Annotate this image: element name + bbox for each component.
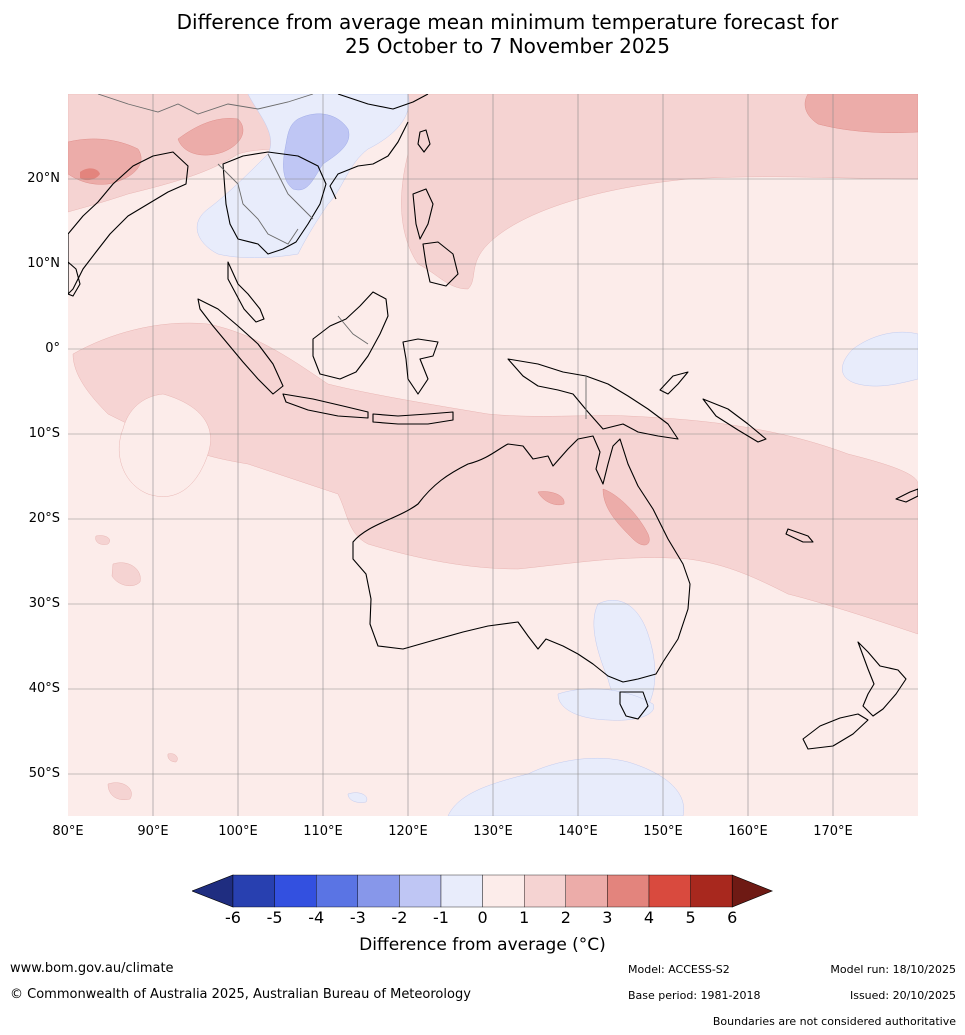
title-line-1: Difference from average mean minimum tem… — [176, 10, 839, 34]
colorbar-arrow-low — [192, 874, 234, 908]
graticule — [68, 94, 918, 816]
title-line-2: 25 October to 7 November 2025 — [344, 34, 671, 58]
india-coastline — [68, 151, 189, 295]
base-period: Base period: 1981-2018 — [628, 989, 761, 1002]
colorbar-segment — [524, 874, 567, 908]
lon-label-150e: 150°E — [643, 824, 683, 839]
sumatra-coastline — [197, 298, 284, 395]
lat-label-10s: 10°S — [28, 426, 60, 441]
lon-label-120e: 120°E — [388, 824, 428, 839]
colorbar-segment — [482, 874, 525, 908]
borneo-coastline — [312, 291, 389, 380]
lat-label-40s: 40°S — [28, 681, 60, 696]
colorbar-segment — [607, 874, 650, 908]
country-borders — [97, 94, 587, 419]
colorbar-tick-label: -3 — [349, 908, 366, 927]
lat-label-10n: 10°N — [27, 256, 60, 271]
colorbar-tick-label: 1 — [519, 908, 530, 927]
colorbar — [192, 874, 774, 908]
issued-date: Issued: 20/10/2025 — [849, 989, 956, 1002]
colorbar-tick-label: 2 — [560, 908, 571, 927]
colorbar-label: Difference from average (°C) — [359, 935, 606, 955]
colorbar-tick-label: 6 — [727, 908, 738, 927]
colorbar-tick-label: -2 — [391, 908, 408, 927]
lat-label-20n: 20°N — [27, 171, 60, 186]
chart-title: Difference from average mean minimum tem… — [0, 10, 965, 58]
colorbar-tick-label: 0 — [477, 908, 488, 927]
lat-label-50s: 50°S — [28, 766, 60, 781]
lat-label-30s: 30°S — [28, 596, 60, 611]
forecast-map — [68, 94, 918, 816]
colorbar-tick-label: 3 — [602, 908, 613, 927]
copyright-notice: © Commonwealth of Australia 2025, Austra… — [10, 987, 471, 1002]
colorbar-tick-label: -4 — [308, 908, 325, 927]
lon-label-140e: 140°E — [558, 824, 598, 839]
new-zealand-coastline — [857, 641, 907, 717]
lat-label-20s: 20°S — [28, 511, 60, 526]
lon-label-110e: 110°E — [303, 824, 343, 839]
anomaly-region-neg2-neg1 — [283, 113, 350, 191]
website-link[interactable]: www.bom.gov.au/climate — [10, 961, 174, 976]
lat-label-0: 0° — [45, 341, 60, 356]
boundaries-disclaimer: Boundaries are not considered authoritat… — [712, 1015, 956, 1028]
colorbar-tick-label: 4 — [643, 908, 655, 927]
colorbar-tick-label: -1 — [433, 908, 449, 927]
colorbar-segment — [315, 874, 358, 908]
tasmania-coastline — [619, 691, 649, 720]
colorbar-segment — [274, 874, 317, 908]
lon-label-100e: 100°E — [218, 824, 258, 839]
colorbar-tick-label: 5 — [685, 908, 696, 927]
lon-label-160e: 160°E — [728, 824, 768, 839]
colorbar-segment — [232, 874, 275, 908]
lon-label-130e: 130°E — [473, 824, 513, 839]
australia-coastline — [352, 435, 691, 683]
colorbar-segment — [690, 874, 733, 908]
colorbar-segment — [648, 874, 691, 908]
lon-label-170e: 170°E — [813, 824, 853, 839]
anomaly-regions-1-2 — [68, 94, 918, 800]
colorbar-segment — [399, 874, 442, 908]
colorbar-segment — [440, 874, 483, 908]
colorbar-tick-label: -6 — [225, 908, 241, 927]
lon-label-90e: 90°E — [137, 824, 169, 839]
philippines-coastline — [412, 188, 434, 240]
colorbar-arrow-high — [731, 874, 774, 908]
model-run: Model run: 18/10/2025 — [830, 963, 956, 976]
model-name: Model: ACCESS-S2 — [628, 963, 730, 976]
anomaly-region-3-4 — [80, 168, 100, 181]
colorbar-tick-label: -5 — [266, 908, 283, 927]
lon-label-80e: 80°E — [52, 824, 84, 839]
colorbar-segment — [357, 874, 400, 908]
colorbar-segment — [565, 874, 608, 908]
